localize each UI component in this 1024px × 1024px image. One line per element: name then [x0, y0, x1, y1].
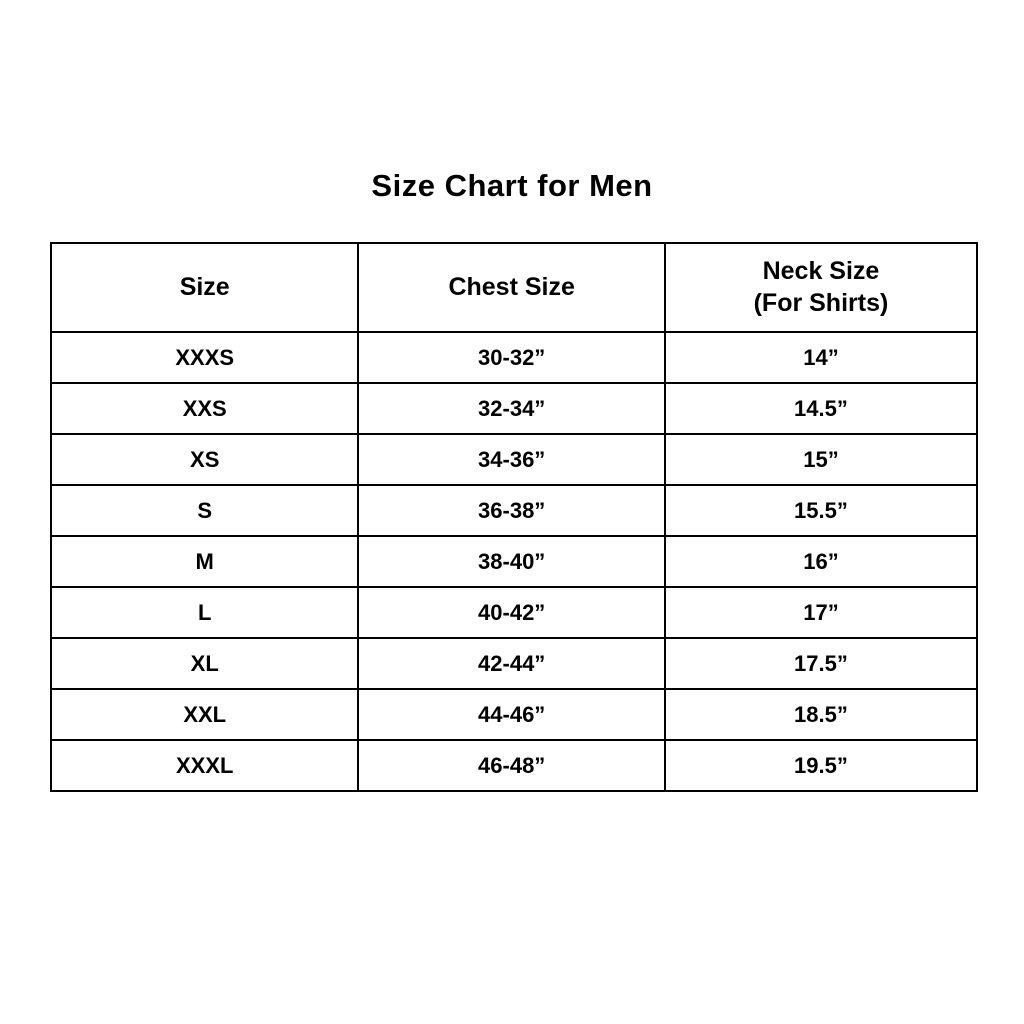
chest-size-cell: 34-36”	[357, 433, 666, 486]
header-neck-size-sublabel: (For Shirts)	[753, 288, 889, 317]
neck-size-cell: 18.5”	[663, 688, 979, 741]
neck-size-cell: 15”	[663, 433, 979, 486]
table-row: XXXL 46-48” 19.5”	[49, 739, 979, 792]
size-cell: XXXL	[49, 739, 360, 792]
neck-size-cell: 17.5”	[663, 637, 979, 690]
size-cell: XXXS	[49, 331, 360, 384]
table-row: XS 34-36” 15”	[49, 433, 979, 486]
neck-size-cell: 15.5”	[663, 484, 979, 537]
chest-size-cell: 38-40”	[357, 535, 666, 588]
size-cell: XS	[49, 433, 360, 486]
chest-size-cell: 44-46”	[357, 688, 666, 741]
header-size-label: Size	[179, 272, 230, 301]
size-cell: XXS	[49, 382, 360, 435]
table-row: M 38-40” 16”	[49, 535, 979, 588]
size-cell: M	[49, 535, 360, 588]
header-row: Size Chest Size Neck Size (For Shirts)	[49, 242, 979, 333]
neck-size-cell: 17”	[663, 586, 979, 639]
header-neck-size: Neck Size (For Shirts)	[663, 242, 979, 333]
chest-size-cell: 36-38”	[357, 484, 666, 537]
chest-size-cell: 46-48”	[357, 739, 666, 792]
header-chest-size: Chest Size	[357, 242, 666, 333]
chest-size-cell: 42-44”	[357, 637, 666, 690]
page-title: Size Chart for Men	[371, 168, 653, 203]
table-row: XXL 44-46” 18.5”	[49, 688, 979, 741]
neck-size-cell: 16”	[663, 535, 979, 588]
size-cell: XL	[49, 637, 360, 690]
chest-size-cell: 30-32”	[357, 331, 666, 384]
table-row: XXS 32-34” 14.5”	[49, 382, 979, 435]
neck-size-cell: 14”	[663, 331, 979, 384]
chest-size-cell: 32-34”	[357, 382, 666, 435]
table-row: XL 42-44” 17.5”	[49, 637, 979, 690]
size-cell: XXL	[49, 688, 360, 741]
table-body: XXXS 30-32” 14” XXS 32-34” 14.5” XS 34-36” 15” S 3…	[49, 331, 979, 792]
size-chart-table: Size Chest Size Neck Size (For Shirts) X…	[49, 242, 979, 792]
header-size: Size	[49, 242, 360, 333]
table-row: XXXS 30-32” 14”	[49, 331, 979, 384]
neck-size-cell: 14.5”	[663, 382, 979, 435]
neck-size-cell: 19.5”	[663, 739, 979, 792]
chest-size-cell: 40-42”	[357, 586, 666, 639]
size-cell: S	[49, 484, 360, 537]
header-neck-size-label: Neck Size	[762, 257, 880, 286]
size-cell: L	[49, 586, 360, 639]
header-chest-size-label: Chest Size	[448, 272, 575, 301]
table-row: L 40-42” 17”	[49, 586, 979, 639]
table-row: S 36-38” 15.5”	[49, 484, 979, 537]
